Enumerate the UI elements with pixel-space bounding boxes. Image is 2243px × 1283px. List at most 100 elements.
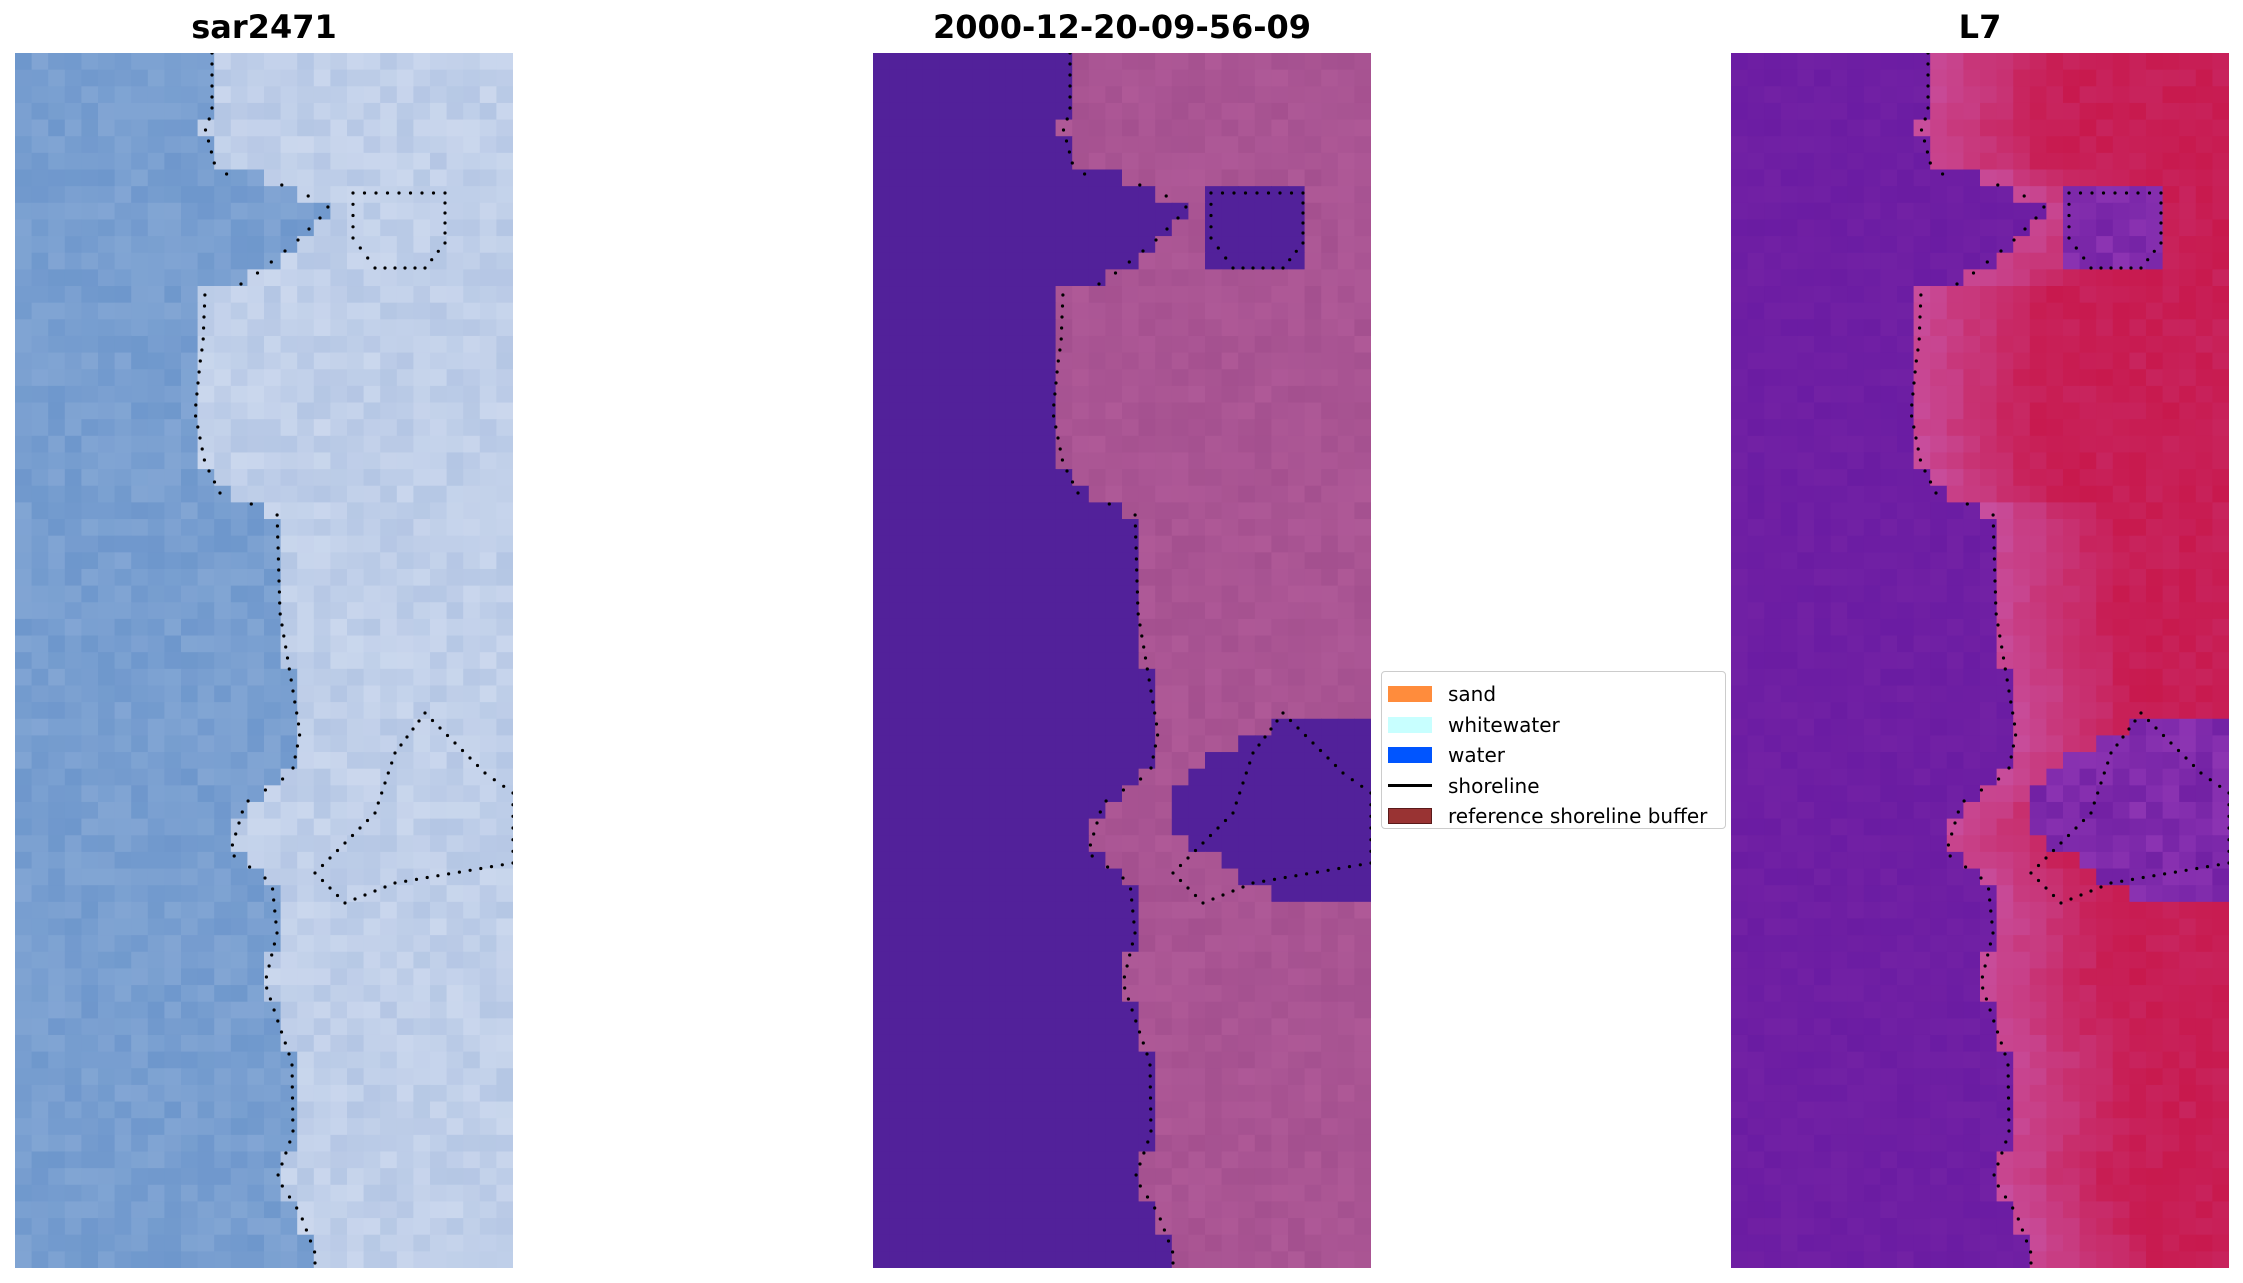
shoreline-dot bbox=[1251, 751, 1255, 755]
raster-pixel bbox=[1105, 968, 1123, 986]
raster-pixel bbox=[330, 535, 348, 553]
shoreline-dot bbox=[1138, 183, 1142, 187]
shoreline-dot bbox=[373, 266, 377, 270]
raster-pixel bbox=[1321, 286, 1339, 304]
raster-pixel bbox=[463, 69, 481, 87]
raster-pixel bbox=[48, 568, 66, 587]
raster-pixel bbox=[1022, 851, 1040, 870]
raster-pixel bbox=[496, 1151, 513, 1169]
raster-pixel bbox=[1271, 519, 1289, 537]
raster-pixel bbox=[247, 602, 265, 620]
raster-pixel bbox=[989, 136, 1007, 154]
raster-pixel bbox=[363, 452, 381, 470]
raster-pixel bbox=[81, 485, 99, 503]
raster-pixel bbox=[1022, 1068, 1040, 1086]
shoreline-dot bbox=[1301, 231, 1305, 235]
raster-pixel bbox=[1005, 735, 1023, 753]
raster-pixel bbox=[313, 502, 331, 520]
raster-pixel bbox=[114, 602, 132, 620]
raster-pixel bbox=[1271, 851, 1289, 870]
raster-pixel bbox=[264, 918, 282, 936]
raster-pixel bbox=[1337, 219, 1355, 237]
raster-pixel bbox=[479, 702, 497, 720]
raster-pixel bbox=[906, 219, 924, 237]
raster-pixel bbox=[1271, 768, 1289, 786]
raster-pixel bbox=[873, 602, 891, 620]
shoreline-dot bbox=[1165, 227, 1169, 231]
raster-pixel bbox=[956, 435, 974, 454]
raster-pixel bbox=[230, 1001, 248, 1019]
raster-pixel bbox=[64, 452, 82, 470]
raster-pixel bbox=[297, 801, 315, 820]
raster-pixel bbox=[230, 319, 248, 337]
raster-pixel bbox=[247, 352, 265, 370]
raster-pixel bbox=[64, 1001, 82, 1019]
raster-pixel bbox=[131, 1084, 149, 1103]
shoreline-dot bbox=[239, 282, 243, 286]
shoreline-dot bbox=[385, 191, 390, 195]
raster-pixel bbox=[1238, 768, 1256, 786]
raster-pixel bbox=[181, 851, 199, 870]
raster-pixel bbox=[1122, 269, 1140, 287]
raster-pixel bbox=[1354, 169, 1371, 187]
raster-pixel bbox=[906, 1101, 924, 1119]
raster-pixel bbox=[48, 369, 66, 387]
raster-pixel bbox=[1254, 385, 1272, 404]
raster-pixel bbox=[1321, 985, 1339, 1003]
shoreline-dot bbox=[1281, 266, 1285, 270]
shoreline-dot bbox=[1056, 359, 1060, 363]
raster-pixel bbox=[313, 119, 331, 137]
raster-pixel bbox=[1304, 1201, 1322, 1219]
raster-pixel bbox=[922, 735, 940, 753]
raster-pixel bbox=[330, 785, 348, 803]
raster-pixel bbox=[264, 785, 282, 803]
raster-pixel bbox=[1254, 668, 1272, 687]
raster-pixel bbox=[989, 818, 1007, 836]
raster-pixel bbox=[446, 652, 464, 670]
raster-pixel bbox=[297, 519, 315, 537]
raster-pixel bbox=[1288, 1084, 1306, 1103]
raster-pixel bbox=[131, 169, 149, 187]
raster-pixel bbox=[1205, 519, 1223, 537]
raster-pixel bbox=[1238, 152, 1256, 171]
raster-pixel bbox=[98, 768, 116, 786]
raster-pixel bbox=[181, 868, 199, 886]
raster-pixel bbox=[1337, 818, 1355, 836]
raster-pixel bbox=[280, 152, 298, 171]
shoreline-dot bbox=[351, 213, 355, 218]
raster-pixel bbox=[396, 485, 414, 503]
raster-pixel bbox=[922, 835, 940, 853]
raster-pixel bbox=[446, 885, 464, 903]
raster-pixel bbox=[956, 102, 974, 121]
raster-pixel bbox=[247, 519, 265, 537]
raster-pixel bbox=[1055, 1201, 1073, 1219]
shoreline-dot bbox=[1127, 260, 1131, 264]
raster-pixel bbox=[330, 1051, 348, 1069]
raster-pixel bbox=[98, 269, 116, 287]
raster-pixel bbox=[131, 818, 149, 836]
shoreline-dot bbox=[1133, 931, 1137, 935]
raster-pixel bbox=[347, 1101, 365, 1119]
raster-pixel bbox=[2046, 86, 2064, 104]
raster-pixel bbox=[380, 735, 398, 753]
raster-pixel bbox=[1155, 1201, 1173, 1219]
raster-pixel bbox=[15, 1151, 33, 1169]
shoreline-dot bbox=[365, 818, 370, 823]
raster-pixel bbox=[81, 901, 99, 920]
raster-pixel bbox=[1039, 236, 1057, 254]
raster-pixel bbox=[446, 1218, 464, 1236]
raster-pixel bbox=[363, 1068, 381, 1086]
raster-pixel bbox=[164, 152, 182, 171]
raster-pixel bbox=[1897, 69, 1915, 87]
raster-pixel bbox=[1221, 1251, 1239, 1268]
raster-pixel bbox=[1105, 502, 1123, 520]
raster-pixel bbox=[1022, 1184, 1040, 1203]
raster-pixel bbox=[956, 868, 974, 886]
raster-pixel bbox=[214, 53, 232, 71]
raster-pixel bbox=[1088, 319, 1106, 337]
raster-pixel bbox=[873, 169, 891, 187]
raster-pixel bbox=[922, 286, 940, 304]
raster-pixel bbox=[1321, 818, 1339, 836]
raster-pixel bbox=[1088, 618, 1106, 637]
raster-pixel bbox=[214, 868, 232, 886]
